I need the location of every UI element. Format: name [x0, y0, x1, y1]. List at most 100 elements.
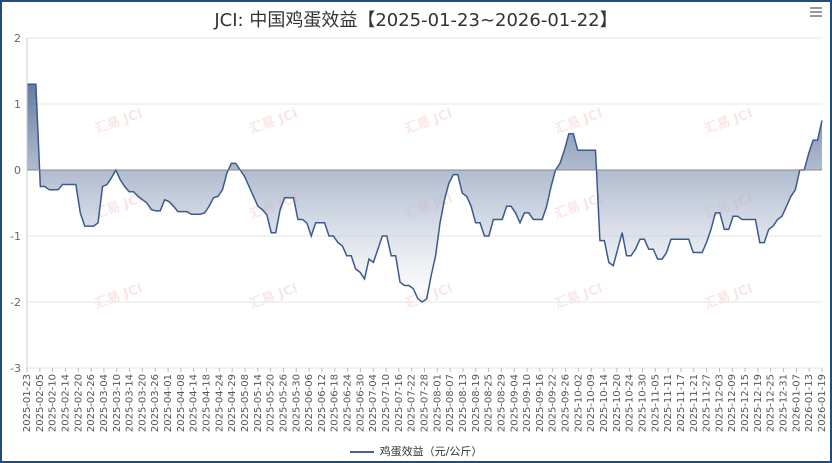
svg-text:汇易 JCI: 汇易 JCI — [93, 106, 145, 137]
x-tick-label: 2025-07-22 — [407, 374, 418, 432]
x-tick-label: 2025-05-30 — [291, 374, 302, 432]
chart-title: JCI: 中国鸡蛋效益【2025-01-23~2026-01-22】 — [214, 10, 618, 31]
x-tick-label: 2025-10-02 — [573, 374, 584, 432]
x-tick-label: 2025-04-29 — [227, 374, 238, 432]
x-tick-label: 2025-09-10 — [522, 374, 533, 432]
x-tick-label: 2025-11-27 — [702, 374, 713, 432]
svg-text:汇易 JCI: 汇易 JCI — [248, 106, 300, 137]
watermark: 汇易 JCI — [553, 106, 605, 137]
x-tick-label: 2026-01-07 — [791, 374, 802, 432]
watermark: 汇易 JCI — [248, 281, 300, 312]
x-tick-label: 2025-02-14 — [60, 374, 71, 432]
x-tick-label: 2025-03-26 — [150, 374, 161, 432]
x-tick-label: 2025-07-28 — [420, 374, 431, 432]
legend-label: 鸡蛋效益（元/公斤） — [379, 445, 483, 458]
x-tick-label: 2025-12-19 — [753, 374, 764, 432]
watermark: 汇易 JCI — [93, 281, 145, 312]
x-tick-label: 2025-05-08 — [240, 374, 251, 432]
watermark: 汇易 JCI — [403, 106, 455, 137]
x-tick-label: 2025-09-16 — [535, 374, 546, 432]
x-tick-label: 2025-05-20 — [266, 374, 277, 432]
x-tick-label: 2025-03-14 — [125, 374, 136, 432]
x-tick-label: 2025-02-05 — [35, 374, 46, 432]
x-tick-label: 2025-09-04 — [509, 374, 520, 432]
y-tick-label: 0 — [14, 164, 21, 177]
area-layer — [27, 83, 823, 303]
x-tick-label: 2025-04-24 — [214, 374, 225, 432]
svg-text:汇易 JCI: 汇易 JCI — [553, 191, 605, 222]
x-tick-label: 2025-10-14 — [599, 374, 610, 432]
svg-text:汇易 JCI: 汇易 JCI — [248, 281, 300, 312]
x-tick-label: 2025-09-22 — [548, 374, 559, 432]
watermark: 汇易 JCI — [703, 106, 755, 137]
svg-text:汇易 JCI: 汇易 JCI — [703, 281, 755, 312]
x-tick-label: 2025-08-19 — [471, 374, 482, 432]
y-axis: 2 1 0 -1 -2 -3 — [10, 32, 28, 375]
legend-swatch — [349, 451, 374, 453]
x-tick-label: 2025-11-17 — [676, 374, 687, 432]
y-tick-label: -3 — [10, 362, 21, 375]
x-tick-label: 2025-04-01 — [163, 374, 174, 432]
x-tick-label: 2025-12-25 — [766, 374, 777, 432]
x-tick-label: 2026-01-13 — [804, 374, 815, 432]
svg-text:汇易 JCI: 汇易 JCI — [553, 281, 605, 312]
x-tick-label: 2025-10-09 — [586, 374, 597, 432]
x-tick-label: 2025-11-11 — [663, 374, 674, 432]
series-area — [27, 84, 822, 302]
series-line — [27, 83, 823, 303]
x-axis: 2025-01-23 2025-02-05 2025-02-10 2025-02-14… — [22, 368, 828, 432]
x-tick-label: 2025-12-09 — [727, 374, 738, 432]
x-tick-label: 2025-10-20 — [612, 374, 623, 432]
watermark: 汇易 JCI — [248, 106, 300, 137]
y-tick-label: 1 — [14, 98, 21, 111]
x-tick-label: 2025-03-10 — [112, 374, 123, 432]
x-tick-label: 2025-10-30 — [637, 374, 648, 432]
x-tick-label: 2025-04-18 — [202, 374, 213, 432]
x-tick-label: 2025-01-23 — [22, 374, 33, 432]
svg-text:汇易 JCI: 汇易 JCI — [403, 106, 455, 137]
x-tick-label: 2025-06-06 — [304, 374, 315, 432]
x-tick-label: 2025-04-08 — [176, 374, 187, 432]
x-tick-label: 2025-07-16 — [394, 374, 405, 432]
svg-text:汇易 JCI: 汇易 JCI — [703, 106, 755, 137]
y-tick-label: -1 — [10, 230, 21, 243]
watermark: 汇易 JCI — [93, 106, 145, 137]
x-tick-label: 2025-05-26 — [278, 374, 289, 432]
svg-text:汇易 JCI: 汇易 JCI — [93, 281, 145, 312]
y-tick-label: 2 — [14, 32, 21, 45]
x-tick-label: 2025-02-26 — [86, 374, 97, 432]
menu-icon[interactable] — [810, 7, 822, 17]
x-tick-label: 2025-08-07 — [445, 374, 456, 432]
x-tick-label: 2025-02-20 — [73, 374, 84, 432]
x-tick-label: 2025-12-31 — [779, 374, 790, 432]
x-tick-label: 2025-11-21 — [689, 374, 700, 432]
x-tick-label: 2025-11-05 — [650, 374, 661, 432]
x-tick-label: 2025-10-24 — [625, 374, 636, 432]
legend[interactable]: 鸡蛋效益（元/公斤） — [0, 443, 832, 459]
watermark: 汇易 JCI — [553, 281, 605, 312]
x-tick-label: 2025-03-04 — [99, 374, 110, 432]
x-tick-label: 2025-06-18 — [330, 374, 341, 432]
x-tick-label: 2026-01-19 — [817, 374, 828, 432]
watermark: 汇易 JCI — [703, 281, 755, 312]
x-tick-label: 2025-06-30 — [355, 374, 366, 432]
svg-text:汇易 JCI: 汇易 JCI — [553, 106, 605, 137]
x-tick-label: 2025-02-10 — [48, 374, 59, 432]
x-tick-label: 2025-07-10 — [381, 374, 392, 432]
x-tick-label: 2025-06-12 — [317, 374, 328, 432]
watermark: 汇易 JCI — [553, 191, 605, 222]
x-tick-label: 2025-12-15 — [740, 374, 751, 432]
x-tick-label: 2025-09-26 — [561, 374, 572, 432]
x-tick-label: 2025-07-04 — [368, 374, 379, 432]
x-tick-label: 2025-05-14 — [253, 374, 264, 432]
x-tick-label: 2025-03-20 — [137, 374, 148, 432]
x-tick-label: 2025-08-25 — [484, 374, 495, 432]
x-tick-label: 2025-04-14 — [189, 374, 200, 432]
x-tick-label: 2025-08-01 — [432, 374, 443, 432]
x-tick-label: 2025-06-24 — [343, 374, 354, 432]
y-tick-label: -2 — [10, 296, 21, 309]
x-tick-label: 2025-08-29 — [496, 374, 507, 432]
x-tick-label: 2025-08-13 — [458, 374, 469, 432]
x-tick-label: 2025-12-03 — [714, 374, 725, 432]
